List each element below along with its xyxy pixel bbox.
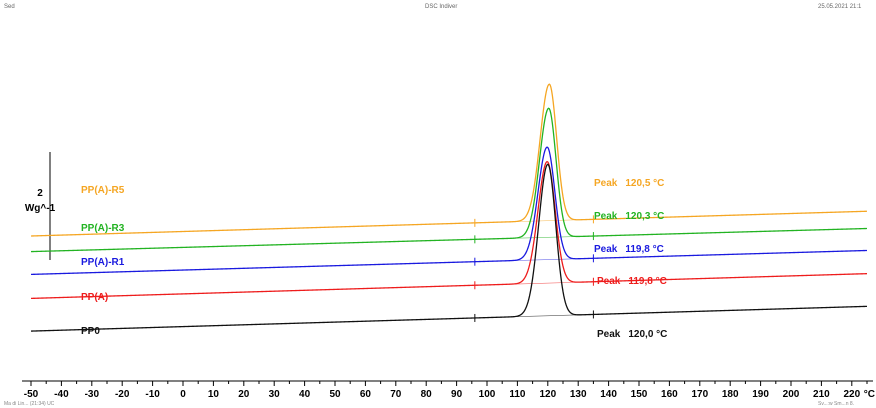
x-tick-label: 80 — [421, 389, 433, 400]
peak-label: Peak — [597, 329, 621, 340]
x-tick-label: 50 — [329, 389, 341, 400]
integration-baseline — [474, 314, 594, 319]
header-title: DSC Indiver — [425, 4, 458, 10]
x-tick-label: 150 — [631, 389, 648, 400]
peak-label: Peak — [597, 276, 621, 287]
x-tick-label: -50 — [24, 389, 39, 400]
y-scale-bar: 2 Wg^-1 — [25, 152, 56, 260]
series-name-label: PP(A)-R5 — [81, 185, 125, 196]
x-tick-label: -30 — [85, 389, 100, 400]
peak-value: 119,8 °C — [628, 276, 666, 287]
x-tick-label: -40 — [54, 389, 69, 400]
x-tick-label: 10 — [208, 389, 220, 400]
series-name-label: PP(A)-R1 — [81, 257, 125, 268]
series-line — [30, 83, 868, 237]
integration-baseline — [474, 281, 594, 286]
series-group — [30, 83, 868, 332]
x-tick-label: 170 — [691, 389, 708, 400]
x-tick-label: 100 — [479, 389, 496, 400]
series-name-label: PP0 — [81, 326, 100, 337]
x-tick-label: 90 — [451, 389, 463, 400]
x-tick-label: 20 — [238, 389, 250, 400]
x-tick-label: 30 — [269, 389, 281, 400]
footer-right-text: Sv...:w Sm...n 8. — [818, 401, 855, 407]
x-tick-label: 0 — [180, 389, 186, 400]
x-axis: -50 -40 -30 -20 -10 0 10 20 30 40 50 60 70 80 90 100 110… — [22, 380, 875, 400]
peak-annotation: Peak 120,0 °C — [597, 329, 667, 340]
x-tick-label: 220 — [843, 389, 860, 400]
x-tick-label: 110 — [509, 389, 526, 400]
scale-bar-value: 2 — [37, 188, 43, 199]
x-tick-label: 140 — [600, 389, 617, 400]
x-tick-label: -20 — [115, 389, 130, 400]
peak-annotation: Peak 119,8 °C — [594, 244, 664, 255]
x-tick-label: 190 — [752, 389, 769, 400]
x-tick-label: 40 — [299, 389, 311, 400]
x-tick-label: -10 — [145, 389, 160, 400]
integration-baseline — [474, 258, 594, 262]
x-tick-label: 200 — [783, 389, 800, 400]
x-tick-label: 210 — [813, 389, 830, 400]
header-left-text: Sed — [4, 4, 15, 10]
label-group: PP(A)-R5 Peak 120,5 °C PP(A)-R3 Peak 120,3 °C… — [81, 178, 667, 340]
series-line — [30, 163, 868, 332]
footer-left-text: Ma di Lin... (21:34) UC — [4, 401, 55, 407]
peak-annotation: Peak 120,3 °C — [594, 211, 664, 222]
x-tick-label: 180 — [722, 389, 739, 400]
series-name-label: PP(A)-R3 — [81, 223, 125, 234]
x-tick-label: 160 — [661, 389, 678, 400]
x-unit-label: °C — [864, 389, 875, 400]
peak-value: 120,5 °C — [625, 178, 664, 189]
header-date: 25.05.2021 21:1 — [818, 4, 862, 10]
x-tick-label: 120 — [539, 389, 556, 400]
series-line — [30, 107, 868, 253]
peak-value: 120,0 °C — [628, 329, 667, 340]
series-name-label: PP(A) — [81, 292, 108, 303]
peak-annotation: Peak 120,5 °C — [594, 178, 664, 189]
x-tick-label: 130 — [570, 389, 587, 400]
peak-value: 119,8 °C — [625, 244, 663, 255]
x-tick-label: 60 — [360, 389, 372, 400]
x-tick-label: 70 — [390, 389, 402, 400]
peak-label: Peak — [594, 178, 618, 189]
series-line — [30, 146, 868, 276]
peak-label: Peak — [594, 211, 618, 222]
series-line — [30, 160, 868, 300]
peak-label: Peak — [594, 244, 618, 255]
peak-annotation: Peak 119,8 °C — [597, 276, 667, 287]
y-axis-label: Wg^-1 — [25, 203, 56, 214]
peak-value: 120,3 °C — [625, 211, 664, 222]
